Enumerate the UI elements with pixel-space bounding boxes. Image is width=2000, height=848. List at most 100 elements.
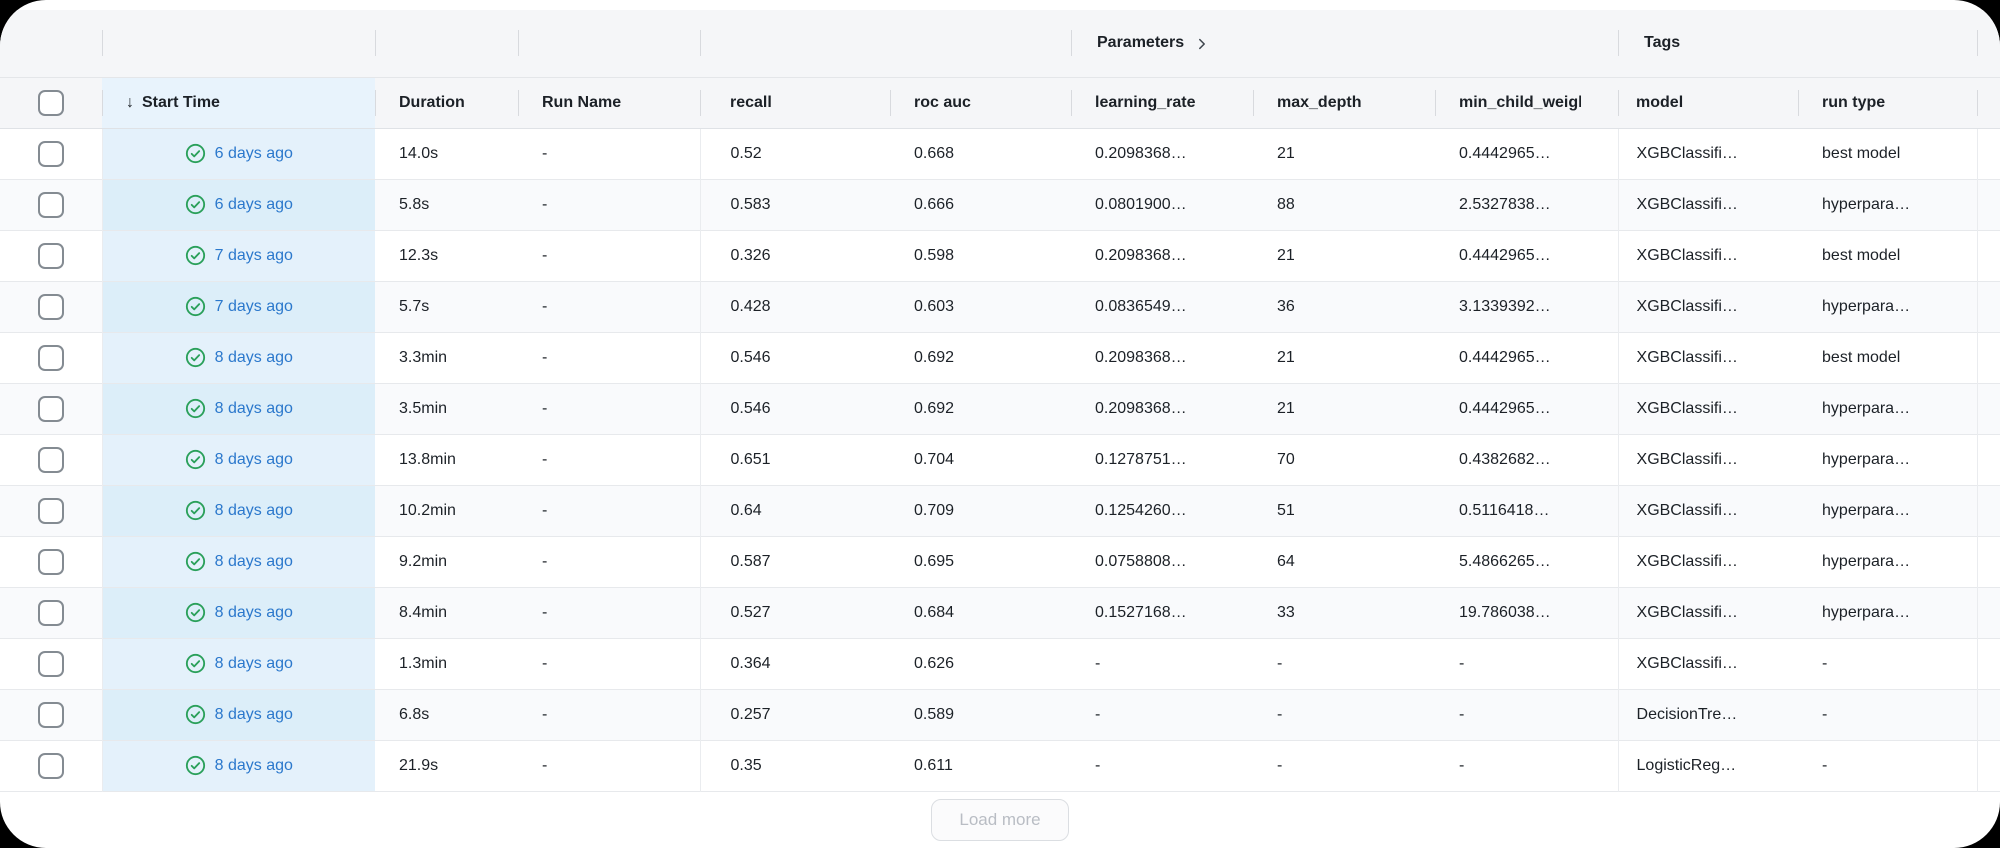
column-header-max-depth[interactable]: max_depth	[1253, 77, 1435, 129]
model-cell: XGBClassifi…	[1617, 434, 1799, 485]
group-cell-parameters[interactable]: Parameters	[1071, 10, 1619, 78]
row-checkbox[interactable]	[37, 599, 64, 626]
run-type-cell: best model	[1822, 246, 1901, 264]
row-checkbox[interactable]	[37, 242, 64, 269]
column-header-run-name[interactable]: Run Name	[518, 77, 700, 129]
load-more-button[interactable]: Load more	[931, 798, 1069, 841]
row-checkbox[interactable]	[37, 548, 64, 575]
min-child-weight-cell: 0.4442965…	[1459, 348, 1551, 366]
run-start-time-link[interactable]: 8 days ago	[214, 705, 293, 723]
column-header-recall[interactable]: recall	[700, 77, 890, 129]
duration-cell: 13.8min	[399, 450, 456, 468]
run-start-time-link[interactable]: 8 days ago	[214, 603, 293, 621]
run-status-success-icon	[185, 245, 206, 266]
filler-cell	[1976, 485, 2000, 536]
run-start-time-link[interactable]: 8 days ago	[214, 348, 293, 366]
recall-cell: 0.64	[699, 485, 890, 536]
learning-rate-cell: 0.2098368…	[1095, 144, 1187, 162]
filler-cell	[1976, 689, 2000, 740]
row-checkbox[interactable]	[37, 191, 64, 218]
group-cell-run-name	[518, 10, 700, 78]
column-header-start-time[interactable]: ↓ Start Time	[102, 77, 375, 129]
group-cell-start-time	[102, 10, 375, 78]
table-row: 8 days ago 13.8min - 0.651 0.704 0.12787…	[0, 434, 2000, 485]
start-time-cell: 8 days ago	[101, 740, 375, 791]
start-time-cell: 8 days ago	[101, 434, 375, 485]
min-child-weight-cell: 5.4866265…	[1459, 552, 1551, 570]
roc-auc-cell: 0.668	[914, 144, 955, 162]
run-start-time-link[interactable]: 6 days ago	[214, 144, 293, 162]
learning-rate-cell: 0.0758808…	[1095, 552, 1187, 570]
row-checkbox[interactable]	[37, 701, 64, 728]
run-name-cell: -	[542, 195, 548, 213]
duration-cell: 3.3min	[399, 348, 448, 366]
roc-auc-cell: 0.695	[914, 552, 955, 570]
column-header-model[interactable]: model	[1618, 77, 1799, 129]
row-checkbox[interactable]	[37, 752, 64, 779]
duration-cell: 10.2min	[399, 501, 456, 519]
run-start-time-link[interactable]: 8 days ago	[214, 552, 293, 570]
row-checkbox[interactable]	[37, 395, 64, 422]
max-depth-cell: 36	[1277, 297, 1295, 315]
row-checkbox-cell	[0, 332, 102, 383]
row-checkbox[interactable]	[37, 650, 64, 677]
row-checkbox[interactable]	[37, 140, 64, 167]
run-start-time-link[interactable]: 8 days ago	[214, 654, 293, 672]
row-checkbox[interactable]	[37, 446, 64, 473]
column-header-learning-rate[interactable]: learning_rate	[1071, 77, 1253, 129]
column-header-min-child-weight[interactable]: min_child_weight	[1435, 77, 1619, 129]
row-checkbox[interactable]	[37, 344, 64, 371]
chevron-right-icon[interactable]	[1195, 37, 1209, 51]
run-start-time-link[interactable]: 8 days ago	[214, 399, 293, 417]
row-checkbox[interactable]	[37, 497, 64, 524]
run-status-success-icon	[185, 755, 206, 776]
run-name-cell: -	[542, 348, 548, 366]
run-type-cell: hyperpara…	[1822, 552, 1911, 570]
filler-cell	[1976, 179, 2000, 230]
start-time-cell: 8 days ago	[101, 689, 375, 740]
run-name-cell: -	[542, 603, 548, 621]
start-time-cell: 6 days ago	[101, 128, 375, 179]
column-header-duration[interactable]: Duration	[375, 77, 518, 129]
recall-cell: 0.52	[699, 128, 890, 179]
row-checkbox-cell	[0, 536, 102, 587]
run-start-time-link[interactable]: 8 days ago	[214, 501, 293, 519]
recall-cell: 0.364	[699, 638, 890, 689]
column-header-roc-auc[interactable]: roc auc	[890, 77, 1071, 129]
roc-auc-cell: 0.709	[914, 501, 955, 519]
runs-tbody: 6 days ago 14.0s - 0.52 0.668 0.2098368……	[0, 128, 2000, 791]
duration-cell: 14.0s	[399, 144, 439, 162]
run-name-cell: -	[542, 705, 548, 723]
group-cell-duration	[375, 10, 518, 78]
run-start-time-link[interactable]: 8 days ago	[214, 756, 293, 774]
max-depth-cell: 51	[1277, 501, 1295, 519]
table-row: 8 days ago 6.8s - 0.257 0.589 - - - Deci…	[0, 689, 2000, 740]
duration-cell: 12.3s	[399, 246, 439, 264]
run-name-cell: -	[542, 552, 548, 570]
run-start-time-link[interactable]: 7 days ago	[214, 246, 293, 264]
run-start-time-link[interactable]: 7 days ago	[214, 297, 293, 315]
run-status-success-icon	[185, 143, 206, 164]
select-all-checkbox[interactable]	[38, 89, 64, 116]
run-start-time-link[interactable]: 6 days ago	[214, 195, 293, 213]
recall-cell: 0.35	[699, 740, 890, 791]
row-checkbox[interactable]	[37, 293, 64, 320]
roc-auc-cell: 0.692	[914, 399, 955, 417]
start-time-cell: 8 days ago	[101, 587, 375, 638]
table-row: 8 days ago 1.3min - 0.364 0.626 - - - XG…	[0, 638, 2000, 689]
run-name-cell: -	[542, 756, 548, 774]
learning-rate-cell: 0.2098368…	[1095, 348, 1187, 366]
model-cell: XGBClassifi…	[1617, 128, 1799, 179]
duration-cell: 21.9s	[399, 756, 439, 774]
start-time-header-label: Start Time	[142, 93, 220, 111]
run-start-time-link[interactable]: 8 days ago	[214, 450, 293, 468]
duration-cell: 3.5min	[399, 399, 448, 417]
column-header-run-type[interactable]: run type	[1798, 77, 1978, 129]
learning-rate-cell: -	[1095, 756, 1101, 774]
table-row: 8 days ago 9.2min - 0.587 0.695 0.075880…	[0, 536, 2000, 587]
filler-cell	[1976, 128, 2000, 179]
run-type-cell: hyperpara…	[1822, 195, 1911, 213]
run-status-success-icon	[185, 398, 206, 419]
row-checkbox-cell	[0, 230, 102, 281]
roc-auc-cell: 0.626	[914, 654, 955, 672]
